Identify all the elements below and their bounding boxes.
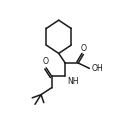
Text: OH: OH (92, 64, 103, 73)
Text: NH: NH (67, 77, 79, 87)
Text: O: O (81, 44, 87, 52)
Text: O: O (42, 57, 48, 66)
